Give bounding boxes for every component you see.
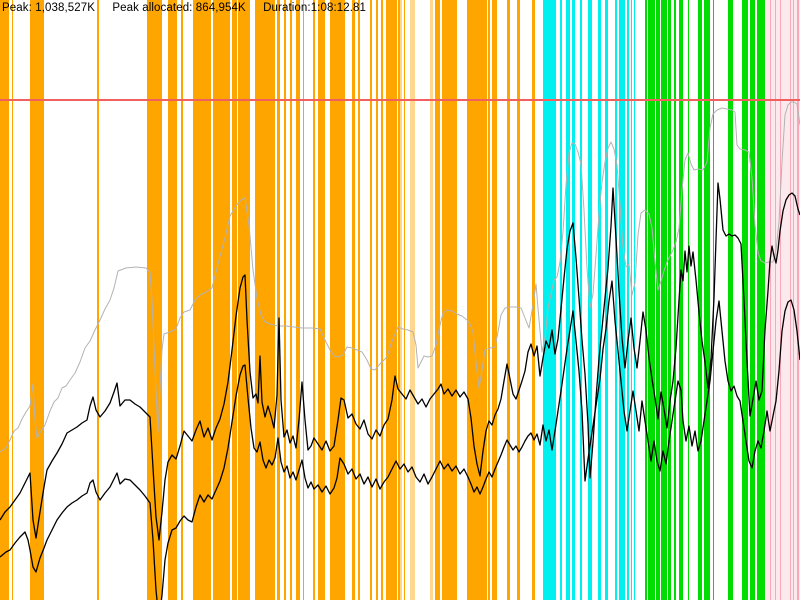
event-band-o [507, 0, 510, 600]
event-band-ol [430, 0, 433, 600]
event-band-o [492, 0, 497, 600]
event-band-o [181, 0, 183, 600]
peak-allocated-label: Peak allocated: 864,954K [112, 2, 246, 14]
event-band-g [668, 0, 671, 600]
event-band-o [330, 0, 345, 600]
event-band-g [704, 0, 710, 600]
event-band-o [0, 0, 9, 600]
duration-label: Duration:1:08:12.81 [263, 2, 367, 14]
event-band-g [728, 0, 733, 600]
event-band-g [688, 0, 689, 600]
event-band-o [30, 0, 44, 600]
event-band-o [488, 0, 490, 600]
event-band-p [775, 0, 776, 600]
event-band-o [442, 0, 457, 600]
event-band-c [605, 0, 608, 600]
event-band-c [619, 0, 625, 600]
event-band-o [147, 0, 162, 600]
chart-header: Peak: 1,038,527K Peak allocated: 864,954… [2, 1, 380, 15]
event-band-g [661, 0, 667, 600]
event-band-o [290, 0, 292, 600]
event-band-o [398, 0, 400, 600]
event-band-p [797, 0, 799, 600]
event-band-o [318, 0, 325, 600]
event-band-g [698, 0, 702, 600]
event-band-c [560, 0, 562, 600]
event-band-c [580, 0, 582, 600]
event-band-c [627, 0, 629, 600]
event-band-pw [766, 0, 800, 600]
event-band-o [313, 0, 315, 600]
event-band-o [238, 0, 250, 600]
event-band-g [674, 0, 676, 600]
event-band-o [277, 0, 280, 600]
event-band-g [742, 0, 748, 600]
event-band-c [588, 0, 592, 600]
event-band-ol [410, 0, 415, 600]
event-band-o [232, 0, 237, 600]
event-band-o [352, 0, 355, 600]
series-allocated-upper [0, 182, 800, 541]
event-band-c [615, 0, 617, 600]
event-band-o [296, 0, 300, 600]
event-band-p [793, 0, 794, 600]
event-band-c [598, 0, 601, 600]
event-band-o [97, 0, 99, 600]
peak-label: Peak: 1,038,527K [2, 2, 96, 14]
event-band-o [435, 0, 440, 600]
series-peak-envelope [0, 101, 800, 453]
event-band-o [467, 0, 487, 600]
event-band-o [12, 0, 13, 600]
event-band-c [634, 0, 635, 600]
event-band-o [386, 0, 397, 600]
event-band-g [757, 0, 765, 600]
event-band-o [517, 0, 520, 600]
event-band-g [645, 0, 647, 600]
event-band-ol [400, 0, 402, 600]
event-band-g [648, 0, 655, 600]
event-band-o [168, 0, 177, 600]
event-band-c [572, 0, 575, 600]
event-band-o [381, 0, 383, 600]
event-band-g [656, 0, 660, 600]
event-band-p [770, 0, 771, 600]
event-band-o [370, 0, 372, 600]
event-band-o [213, 0, 230, 600]
event-band-o [193, 0, 211, 600]
event-band-g [750, 0, 755, 600]
event-band-c [631, 0, 632, 600]
event-band-o [358, 0, 360, 600]
event-band-c [566, 0, 570, 600]
event-band-g [679, 0, 683, 600]
event-band-o [284, 0, 286, 600]
event-band-o [404, 0, 405, 600]
event-band-o [376, 0, 378, 600]
event-band-p [780, 0, 781, 600]
event-band-o [303, 0, 304, 600]
event-band-o [255, 0, 275, 600]
series-allocated-lower [0, 280, 800, 600]
